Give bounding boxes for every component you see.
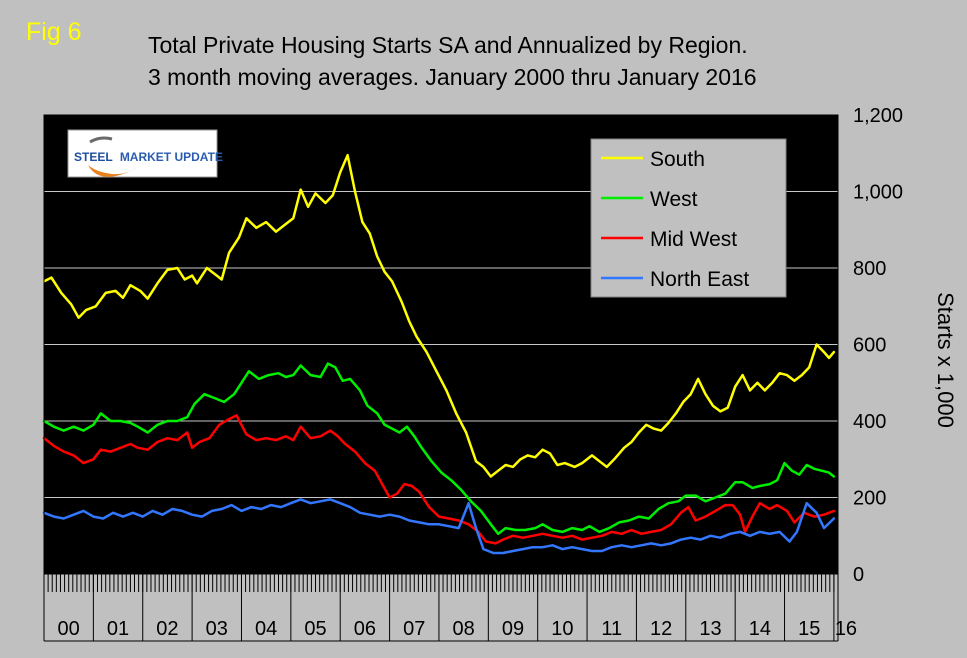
- y-tick-label-1: 200: [853, 488, 886, 510]
- legend-label-mid-west: Mid West: [650, 228, 737, 251]
- chart-title-line-2: 3 month moving averages. January 2000 th…: [148, 64, 757, 90]
- logo-swoosh: [88, 165, 138, 177]
- steel-market-update-logo: STEEL MARKET UPDATE: [67, 129, 223, 178]
- x-tick-label-06: 06: [354, 618, 376, 640]
- chart-title-line-1: Total Private Housing Starts SA and Annu…: [148, 32, 748, 58]
- series-line-mid-west: [42, 414, 836, 545]
- y-axis-label: Starts x 1,000: [933, 292, 958, 428]
- x-tick-label-09: 09: [502, 618, 524, 640]
- y-tick-label-0: 0: [853, 564, 864, 586]
- x-tick-label-07: 07: [403, 618, 425, 640]
- y-tick-label-6: 1,200: [853, 105, 903, 127]
- x-tick-label-11: 11: [601, 618, 622, 640]
- series-layer: [42, 153, 836, 555]
- y-tick-label-5: 1,000: [853, 182, 903, 204]
- x-tick-labels: 00 01 02 03 04 05 06 07 08 09 10 11 12 13 14 15 16: [58, 618, 858, 640]
- y-tick-labels: 0 200 400 600 800 1,000 1,200: [853, 105, 903, 586]
- x-tick-label-01: 01: [107, 618, 129, 640]
- series-line-west: [42, 362, 836, 536]
- x-tick-label-00: 00: [58, 618, 80, 640]
- x-tick-label-02: 02: [156, 618, 178, 640]
- y-tick-label-2: 400: [853, 411, 886, 433]
- logo-text-steel: STEEL: [74, 150, 112, 164]
- x-tick-label-15: 15: [798, 618, 820, 640]
- svg-text:STEEL MARKET UPDATE: STEEL MARKET UPDATE: [74, 150, 223, 164]
- figure-label: Fig 6: [26, 18, 82, 46]
- x-minor-ticks: [43, 574, 839, 592]
- x-tick-label-10: 10: [551, 618, 573, 640]
- y-tick-label-4: 800: [853, 258, 886, 280]
- x-tick-label-13: 13: [699, 618, 721, 640]
- legend-label-north-east: North East: [650, 268, 749, 291]
- x-tick-label-14: 14: [749, 618, 771, 640]
- series-line-south: [42, 153, 836, 478]
- x-year-dividers: [43, 574, 839, 641]
- x-tick-label-12: 12: [650, 618, 672, 640]
- series-line-north-east: [42, 498, 836, 555]
- x-tick-label-04: 04: [255, 618, 277, 640]
- x-tick-label-08: 08: [453, 618, 475, 640]
- plot-frame: [43, 114, 839, 575]
- legend: South West Mid West North East: [590, 138, 787, 298]
- y-tick-label-3: 600: [853, 335, 886, 357]
- legend-box: [590, 138, 787, 298]
- x-tick-label-03: 03: [206, 618, 228, 640]
- x-tick-label-05: 05: [304, 618, 326, 640]
- legend-label-west: West: [650, 188, 698, 211]
- x-tick-label-16: 16: [835, 618, 857, 640]
- legend-label-south: South: [650, 148, 705, 171]
- logo-text-market-update: MARKET UPDATE: [120, 150, 223, 164]
